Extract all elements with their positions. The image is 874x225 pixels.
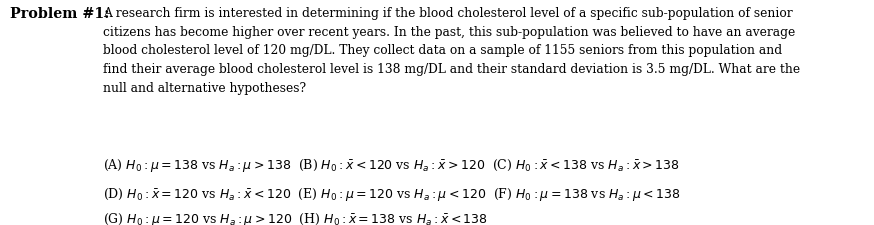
Text: citizens has become higher over recent years. In the past, this sub-population w: citizens has become higher over recent y…: [103, 25, 795, 38]
Text: null and alternative hypotheses?: null and alternative hypotheses?: [103, 82, 306, 95]
Text: find their average blood cholesterol level is 138 mg/DL and their standard devia: find their average blood cholesterol lev…: [103, 63, 801, 76]
Text: (D) $H_0 : \bar{x} = 120$ vs $H_a : \bar{x} < 120$  (E) $H_0 : \mu = 120$ vs $H_: (D) $H_0 : \bar{x} = 120$ vs $H_a : \bar…: [103, 186, 681, 203]
Text: Problem #1:: Problem #1:: [10, 7, 110, 21]
Text: (G) $H_0 : \mu = 120$ vs $H_a : \mu > 120$  (H) $H_0 : \bar{x} = 138$ vs $H_a : : (G) $H_0 : \mu = 120$ vs $H_a : \mu > 12…: [103, 212, 489, 225]
Text: blood cholesterol level of 120 mg/DL. They collect data on a sample of 1155 seni: blood cholesterol level of 120 mg/DL. Th…: [103, 44, 782, 57]
Text: (A) $H_0 : \mu = 138$ vs $H_a : \mu > 138$  (B) $H_0 : \bar{x} < 120$ vs $H_a : : (A) $H_0 : \mu = 138$ vs $H_a : \mu > 13…: [103, 158, 680, 175]
Text: A research firm is interested in determining if the blood cholesterol level of a: A research firm is interested in determi…: [103, 7, 793, 20]
